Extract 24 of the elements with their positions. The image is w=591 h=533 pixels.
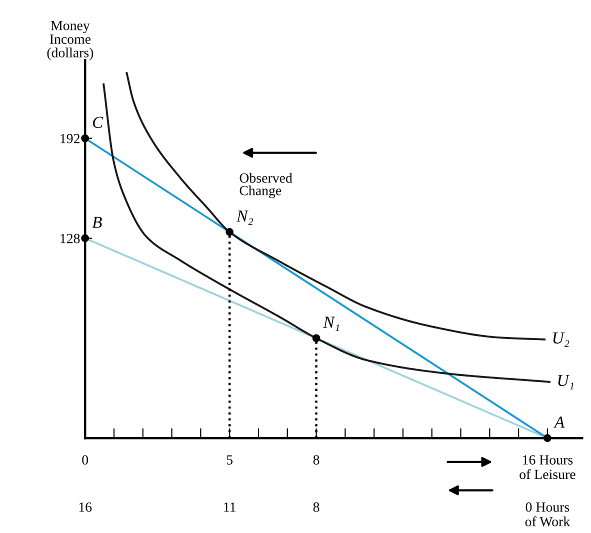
x2-tick-label: 11 xyxy=(224,502,236,512)
series-label: U₂ xyxy=(553,332,570,347)
annotation: C xyxy=(92,116,104,128)
point xyxy=(544,434,552,442)
annotation: N₂ xyxy=(236,210,254,225)
annotation: N₁ xyxy=(323,316,340,332)
x2-tick-label: 16 xyxy=(79,502,92,512)
annotation: A xyxy=(553,416,565,428)
y-axis-title: Money Income (dollars) xyxy=(47,21,94,60)
y-tick-label: 192 xyxy=(60,134,80,144)
annotation: Observed Change xyxy=(240,172,292,198)
point xyxy=(81,234,90,242)
x-tick-label: 5 xyxy=(226,455,233,465)
x2-tick-label: 0 Hours of Work xyxy=(525,502,570,526)
x-tick-label: 8 xyxy=(313,455,320,465)
point xyxy=(226,228,234,236)
x-tick-label: 16 Hours of Leisure xyxy=(520,455,576,480)
point xyxy=(81,134,90,142)
point xyxy=(312,334,320,342)
x-tick-label: 0 xyxy=(82,455,88,465)
y-tick-label: 128 xyxy=(60,234,80,244)
annotation: B xyxy=(92,216,102,228)
series-label: U₁ xyxy=(558,375,574,390)
x2-tick-label: 8 xyxy=(313,502,320,512)
